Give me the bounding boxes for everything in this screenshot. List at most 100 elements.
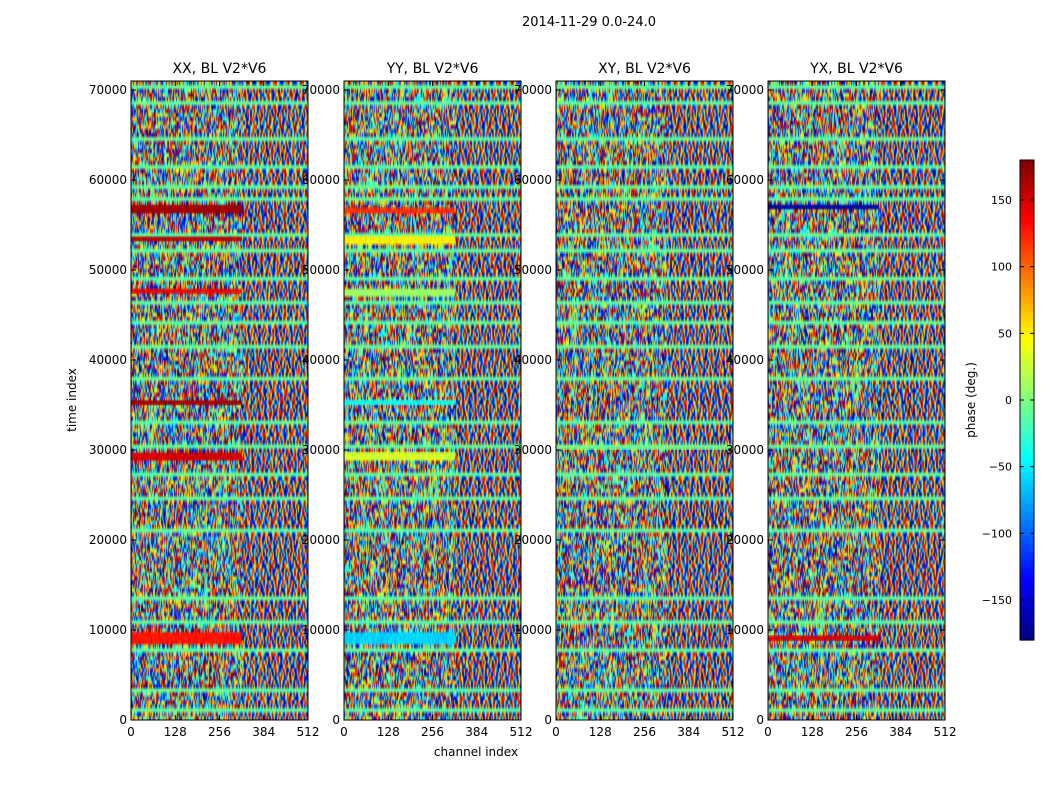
y-tick-label: 40000 bbox=[726, 353, 764, 367]
colorbar-segment bbox=[1020, 532, 1034, 537]
colorbar-segment bbox=[1020, 448, 1034, 453]
colorbar-segment bbox=[1020, 260, 1034, 265]
y-tick-label: 0 bbox=[119, 713, 127, 727]
colorbar-segment bbox=[1020, 588, 1034, 593]
y-tick-label: 30000 bbox=[726, 443, 764, 457]
colorbar-segment bbox=[1020, 452, 1034, 457]
colorbar-segment bbox=[1020, 272, 1034, 277]
x-tick-label: 256 bbox=[633, 725, 656, 739]
panel-title: XX, BL V2*V6 bbox=[173, 61, 267, 77]
y-tick-label: 70000 bbox=[726, 83, 764, 97]
colorbar-segment bbox=[1020, 556, 1034, 561]
colorbar-segment bbox=[1020, 508, 1034, 513]
x-tick-label: 512 bbox=[722, 725, 745, 739]
x-tick-label: 128 bbox=[801, 725, 824, 739]
colorbar-segment bbox=[1020, 232, 1034, 237]
colorbar-segment bbox=[1020, 364, 1034, 369]
colorbar-segment bbox=[1020, 296, 1034, 301]
colorbar-segment bbox=[1020, 200, 1034, 205]
colorbar-segment bbox=[1020, 444, 1034, 449]
colorbar-segment bbox=[1020, 576, 1034, 581]
y-tick-label: 60000 bbox=[514, 173, 552, 187]
colorbar-tick-label: −150 bbox=[982, 594, 1012, 607]
colorbar-segment bbox=[1020, 220, 1034, 225]
colorbar-segment bbox=[1020, 636, 1034, 641]
y-tick-label: 60000 bbox=[89, 173, 127, 187]
colorbar-segment bbox=[1020, 548, 1034, 553]
colorbar-segment bbox=[1020, 292, 1034, 297]
colorbar-segment bbox=[1020, 512, 1034, 517]
colorbar-segment bbox=[1020, 580, 1034, 585]
colorbar-segment bbox=[1020, 568, 1034, 573]
colorbar-segment bbox=[1020, 360, 1034, 365]
colorbar-segment bbox=[1020, 428, 1034, 433]
y-tick-label: 0 bbox=[332, 713, 340, 727]
colorbar-segment bbox=[1020, 228, 1034, 233]
phase-band-0 bbox=[131, 632, 242, 644]
colorbar-segment bbox=[1020, 388, 1034, 393]
colorbar-segment bbox=[1020, 528, 1034, 533]
figure-suptitle: 2014-11-29 0.0-24.0 bbox=[522, 15, 656, 30]
y-tick-label: 30000 bbox=[514, 443, 552, 457]
colorbar-segment bbox=[1020, 172, 1034, 177]
colorbar-segment bbox=[1020, 188, 1034, 193]
panel-0: XX, BL V2*V6 0 128 256 384 512 0 10000 20000 3000… bbox=[89, 61, 320, 739]
phase-band-4 bbox=[344, 235, 455, 243]
y-tick-label: 70000 bbox=[89, 83, 127, 97]
phase-band-3 bbox=[344, 289, 455, 296]
colorbar-segment bbox=[1020, 176, 1034, 181]
colorbar-segment bbox=[1020, 456, 1034, 461]
colorbar-tick-label: −50 bbox=[989, 461, 1012, 474]
y-tick-label: 10000 bbox=[514, 623, 552, 637]
x-tick-label: 512 bbox=[510, 725, 533, 739]
y-tick-label: 10000 bbox=[89, 623, 127, 637]
y-tick-label: 20000 bbox=[302, 533, 340, 547]
colorbar-segment bbox=[1020, 384, 1034, 389]
colorbar-segment bbox=[1020, 352, 1034, 357]
colorbar-segment bbox=[1020, 256, 1034, 261]
colorbar-segment bbox=[1020, 264, 1034, 269]
colorbar-segment bbox=[1020, 572, 1034, 577]
colorbar-segment bbox=[1020, 500, 1034, 505]
colorbar-segment bbox=[1020, 392, 1034, 397]
panel-2: XY, BL V2*V6 0 128 256 384 512 0 10000 20000 3000… bbox=[514, 61, 745, 739]
colorbar-segment bbox=[1020, 436, 1034, 441]
colorbar-segment bbox=[1020, 180, 1034, 185]
colorbar-segment bbox=[1020, 368, 1034, 373]
colorbar-segment bbox=[1020, 616, 1034, 621]
colorbar-segment bbox=[1020, 440, 1034, 445]
colorbar-segment bbox=[1020, 240, 1034, 245]
panel-title: YY, BL V2*V6 bbox=[386, 61, 479, 77]
colorbar-segment bbox=[1020, 252, 1034, 257]
colorbar-segment bbox=[1020, 480, 1034, 485]
colorbar-segment bbox=[1020, 288, 1034, 293]
heatmap-panels: XX, BL V2*V6 0 128 256 384 512 0 10000 20000 3000… bbox=[89, 61, 957, 739]
y-tick-label: 50000 bbox=[89, 263, 127, 277]
colorbar-segment bbox=[1020, 520, 1034, 525]
colorbar-segment bbox=[1020, 540, 1034, 545]
y-tick-label: 40000 bbox=[302, 353, 340, 367]
y-tick-label: 70000 bbox=[302, 83, 340, 97]
y-tick-label: 0 bbox=[544, 713, 552, 727]
colorbar-segment bbox=[1020, 216, 1034, 221]
colorbar-segment bbox=[1020, 328, 1034, 333]
panel-3: YX, BL V2*V6 0 128 256 384 512 0 10000 20000 3000… bbox=[726, 61, 957, 739]
colorbar-segment bbox=[1020, 356, 1034, 361]
y-tick-label: 20000 bbox=[89, 533, 127, 547]
x-tick-label: 384 bbox=[677, 725, 700, 739]
colorbar-segment bbox=[1020, 164, 1034, 169]
x-tick-label: 128 bbox=[589, 725, 612, 739]
colorbar-segment bbox=[1020, 416, 1034, 421]
colorbar-segment bbox=[1020, 488, 1034, 493]
colorbar-segment bbox=[1020, 348, 1034, 353]
x-tick-label: 0 bbox=[127, 725, 135, 739]
phase-band-0 bbox=[768, 635, 879, 641]
colorbar-tick-label: 0 bbox=[1005, 394, 1012, 407]
colorbar-segment bbox=[1020, 584, 1034, 589]
colorbar-segment bbox=[1020, 344, 1034, 349]
colorbar-segment bbox=[1020, 504, 1034, 509]
x-tick-label: 512 bbox=[297, 725, 320, 739]
x-tick-label: 0 bbox=[552, 725, 560, 739]
colorbar-segment bbox=[1020, 492, 1034, 497]
